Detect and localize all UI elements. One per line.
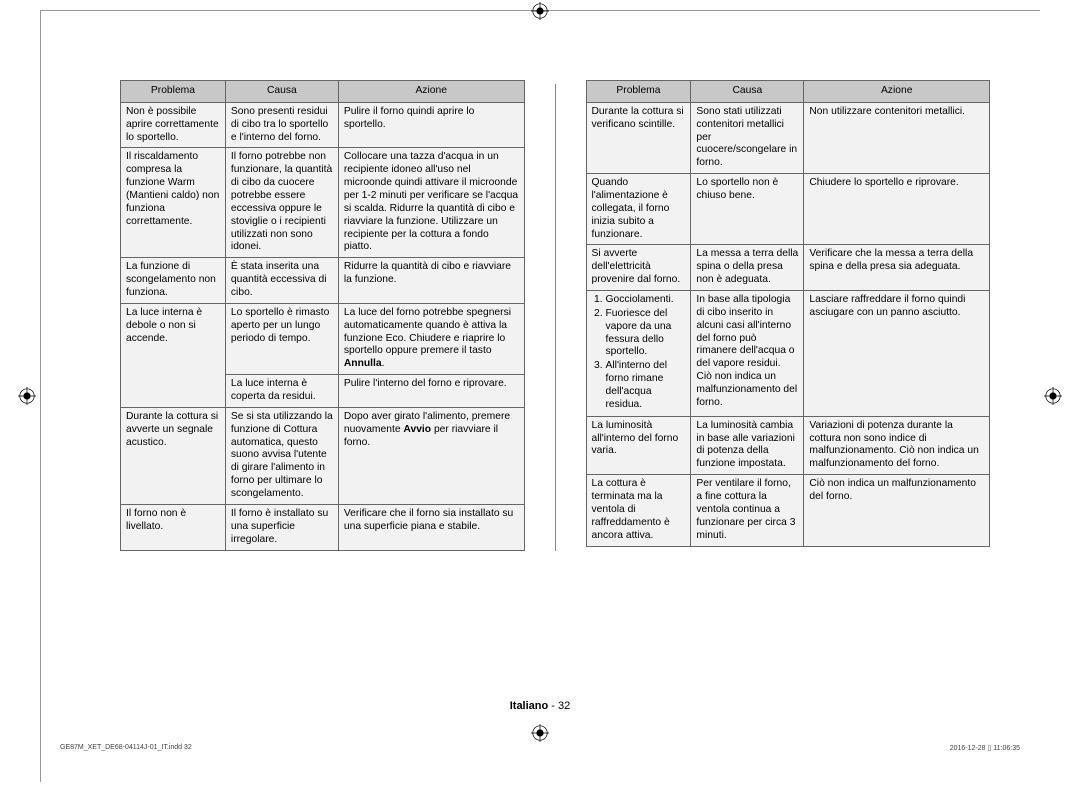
page-footer: Italiano - 32 (0, 700, 1080, 712)
table-row: Il forno non è livellato.Il forno è inst… (121, 504, 525, 550)
cell-causa: La messa a terra della spina o della pre… (691, 245, 804, 291)
troubleshoot-table-left: Problema Causa Azione Non è possibile ap… (120, 80, 525, 551)
cell-problema: Gocciolamenti.Fuoriesce del vapore da un… (586, 291, 691, 417)
cell-problema: Si avverte dell'elettricità provenire da… (586, 245, 691, 291)
cell-azione: Chiudere lo sportello e riprovare. (804, 174, 990, 245)
cell-problema: La luminosità all'interno del forno vari… (586, 416, 691, 474)
cell-problema: Durante la cottura si verificano scintil… (586, 102, 691, 173)
cell-azione: Pulire l'interno del forno e riprovare. (338, 375, 524, 408)
left-column: Problema Causa Azione Non è possibile ap… (120, 80, 525, 551)
cell-azione: Verificare che la messa a terra della sp… (804, 245, 990, 291)
header-azione: Azione (338, 81, 524, 103)
cell-causa: La luminosità cambia in base alle variaz… (691, 416, 804, 474)
cell-problema: Durante la cottura si avverte un segnale… (121, 407, 226, 504)
content-area: Problema Causa Azione Non è possibile ap… (120, 80, 990, 551)
table-row: Non è possibile aprire correttamente lo … (121, 102, 525, 148)
cell-problema: Il forno non è livellato. (121, 504, 226, 550)
imprint-line: GE87M_XET_DE68-04114J-01_IT.indd 32 2016… (60, 744, 1020, 752)
footer-page: 32 (558, 700, 570, 712)
list-item: Fuoriesce del vapore da una fessura dell… (606, 308, 686, 359)
registration-mark-left (18, 387, 36, 405)
table-row: Gocciolamenti.Fuoriesce del vapore da un… (586, 291, 990, 417)
table-row: Quando l'alimentazione è collegata, il f… (586, 174, 990, 245)
cell-azione: Dopo aver girato l'alimento, premere nuo… (338, 407, 524, 504)
cell-azione: Non utilizzare contenitori metallici. (804, 102, 990, 173)
imprint-date: 2016-12-28 ▯ 11:06:35 (950, 744, 1020, 752)
cell-causa: È stata inserita una quantità eccessiva … (225, 258, 338, 304)
list-item: Gocciolamenti. (606, 294, 686, 307)
header-problema: Problema (121, 81, 226, 103)
cell-problema: La luce interna è debole o non si accend… (121, 303, 226, 407)
cell-causa: Lo sportello non è chiuso bene. (691, 174, 804, 245)
cell-problema: Quando l'alimentazione è collegata, il f… (586, 174, 691, 245)
table-row: La luce interna è debole o non si accend… (121, 303, 525, 374)
cell-causa: Per ventilare il forno, a fine cottura l… (691, 475, 804, 546)
cell-azione: Lasciare raffreddare il forno quindi asc… (804, 291, 990, 417)
cell-problema: Il riscaldamento compresa la funzione Wa… (121, 148, 226, 258)
registration-mark-bottom (531, 724, 549, 742)
registration-mark-right (1044, 387, 1062, 405)
cell-azione: Ciò non indica un malfunzionamento del f… (804, 475, 990, 546)
footer-language: Italiano (510, 700, 549, 712)
cell-causa: Sono stati utilizzati contenitori metall… (691, 102, 804, 173)
cell-causa: La luce interna è coperta da residui. (225, 375, 338, 408)
table-row: Si avverte dell'elettricità provenire da… (586, 245, 990, 291)
table-row: Durante la cottura si verificano scintil… (586, 102, 990, 173)
table-row: La luminosità all'interno del forno vari… (586, 416, 990, 474)
cell-azione: Verificare che il forno sia installato s… (338, 504, 524, 550)
cell-causa: Se si sta utilizzando la funzione di Cot… (225, 407, 338, 504)
table-row: La cottura è terminata ma la ventola di … (586, 475, 990, 546)
cell-problema: La cottura è terminata ma la ventola di … (586, 475, 691, 546)
cell-azione: Pulire il forno quindi aprire lo sportel… (338, 102, 524, 148)
column-divider (555, 84, 556, 551)
cell-azione: Variazioni di potenza durante la cottura… (804, 416, 990, 474)
cell-problema: Non è possibile aprire correttamente lo … (121, 102, 226, 148)
table-row: La funzione di scongelamento non funzion… (121, 258, 525, 304)
cell-causa: Lo sportello è rimasto aperto per un lun… (225, 303, 338, 374)
table-row: Durante la cottura si avverte un segnale… (121, 407, 525, 504)
cell-problema: La funzione di scongelamento non funzion… (121, 258, 226, 304)
table-header-row: Problema Causa Azione (586, 81, 990, 103)
header-azione: Azione (804, 81, 990, 103)
troubleshoot-table-right: Problema Causa Azione Durante la cottura… (586, 80, 991, 547)
cell-causa: Sono presenti residui di cibo tra lo spo… (225, 102, 338, 148)
cell-azione: Ridurre la quantità di cibo e riavviare … (338, 258, 524, 304)
imprint-file: GE87M_XET_DE68-04114J-01_IT.indd 32 (60, 744, 192, 752)
cell-causa: In base alla tipologia di cibo inserito … (691, 291, 804, 417)
table-row: Il riscaldamento compresa la funzione Wa… (121, 148, 525, 258)
list-item: All'interno del forno rimane dell'acqua … (606, 360, 686, 411)
table-header-row: Problema Causa Azione (121, 81, 525, 103)
footer-sep: - (548, 700, 558, 712)
header-causa: Causa (225, 81, 338, 103)
header-problema: Problema (586, 81, 691, 103)
header-causa: Causa (691, 81, 804, 103)
cell-azione: Collocare una tazza d'acqua in un recipi… (338, 148, 524, 258)
cell-causa: Il forno potrebbe non funzionare, la qua… (225, 148, 338, 258)
registration-mark-top (531, 2, 549, 20)
cell-azione: La luce del forno potrebbe spegnersi aut… (338, 303, 524, 374)
right-column: Problema Causa Azione Durante la cottura… (586, 80, 991, 551)
cell-causa: Il forno è installato su una superficie … (225, 504, 338, 550)
